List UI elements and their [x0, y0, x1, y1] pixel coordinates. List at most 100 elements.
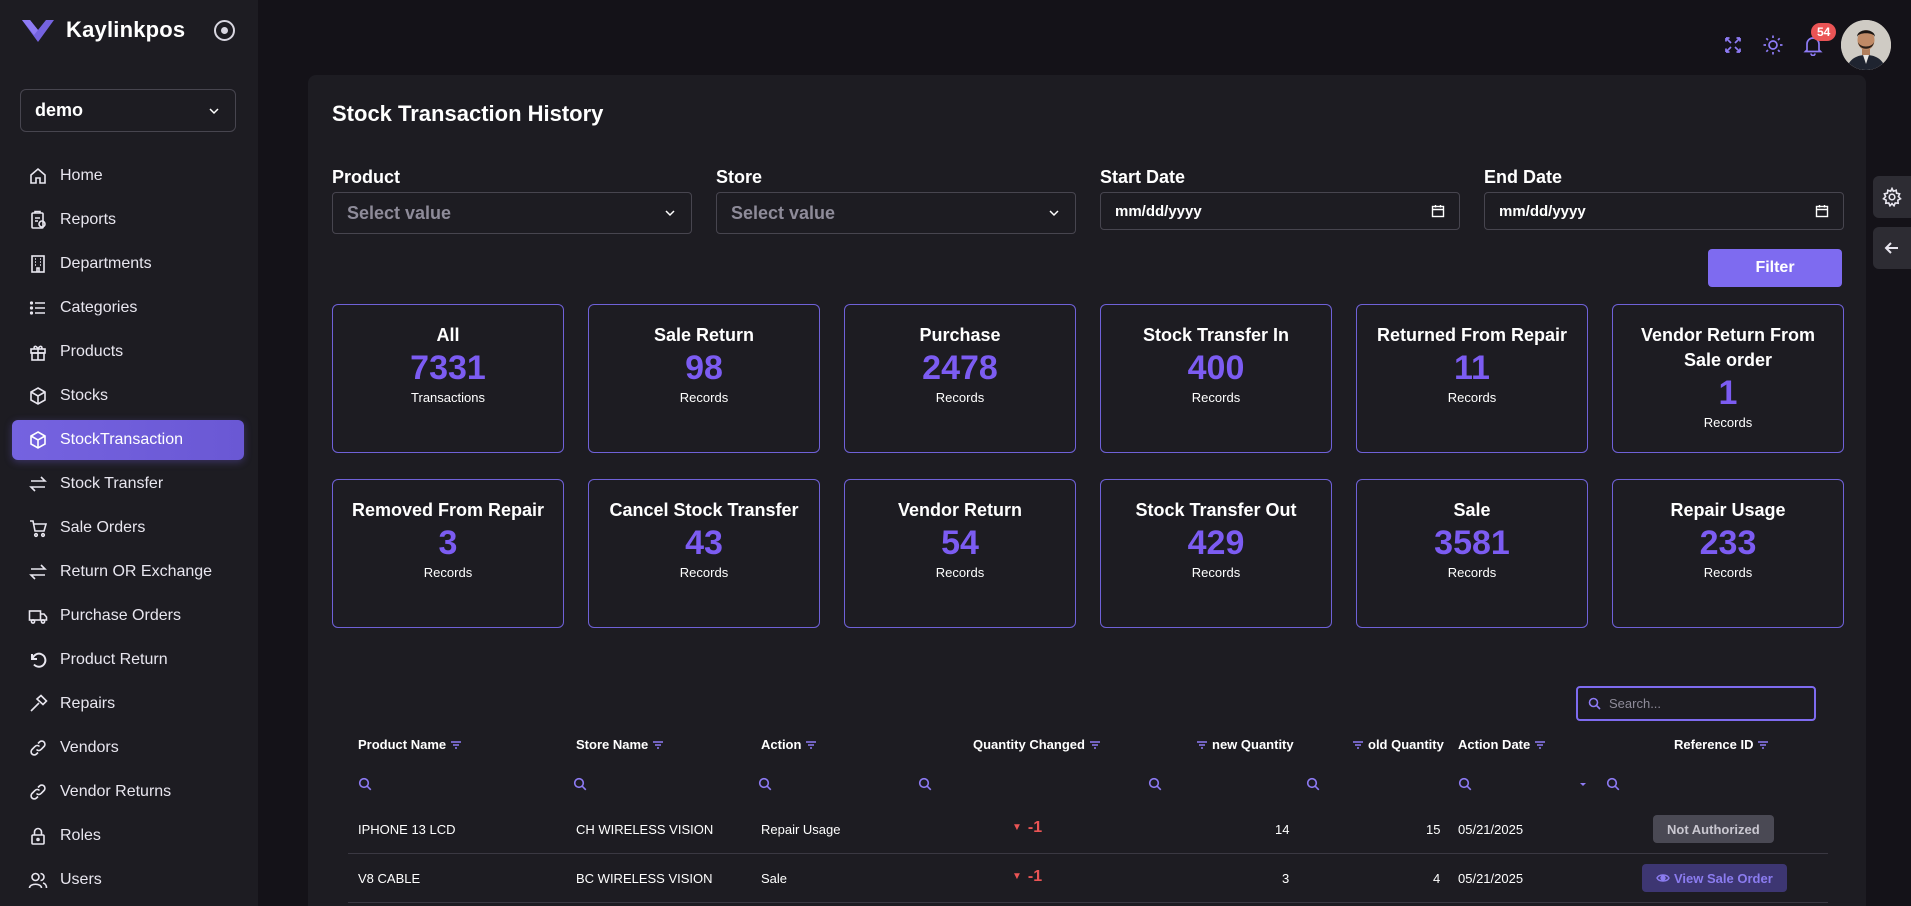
filter-button[interactable]: Filter — [1708, 249, 1842, 287]
collapse-panel-button[interactable] — [1873, 227, 1911, 269]
notification-badge: 54 — [1811, 23, 1837, 41]
filter-icon[interactable] — [1089, 740, 1101, 750]
stat-card-repair-usage[interactable]: Repair Usage 233 Records — [1612, 479, 1844, 628]
table-search[interactable] — [1576, 686, 1816, 721]
filter-icon[interactable] — [1352, 740, 1364, 750]
column-label: Reference ID — [1674, 737, 1754, 752]
stat-value: 429 — [1187, 524, 1245, 562]
sidebar-item-product-return[interactable]: Product Return — [12, 640, 244, 680]
start-date-input[interactable]: mm/dd/yyyy — [1100, 192, 1460, 230]
column-header-store-name[interactable]: Store Name — [576, 737, 668, 752]
stat-card-cancel-stock-transfer[interactable]: Cancel Stock Transfer 43 Records — [588, 479, 820, 628]
stat-card-returned-from-repair[interactable]: Returned From Repair 11 Records — [1356, 304, 1588, 453]
sidebar-item-vendors[interactable]: Vendors — [12, 728, 244, 768]
sidebar-toggle-icon[interactable] — [214, 20, 235, 41]
user-avatar[interactable] — [1841, 20, 1891, 70]
filter-icon[interactable] — [1757, 740, 1769, 750]
categories-icon — [29, 301, 45, 315]
topbar-actions: 54 — [1705, 18, 1891, 72]
org-select[interactable]: demo — [20, 89, 236, 132]
transactions-table: Product Name Store Name Action Quantity … — [348, 725, 1828, 903]
column-header-quantity-changed[interactable]: Quantity Changed — [973, 737, 1105, 752]
sidebar-item-reports[interactable]: Reports — [12, 200, 244, 240]
calendar-icon[interactable] — [1815, 204, 1829, 218]
end-date-placeholder: mm/dd/yyyy — [1499, 202, 1586, 220]
sidebar-item-label: Product Return — [60, 651, 168, 668]
product-select[interactable]: Select value — [332, 192, 692, 234]
stat-card-sale-return[interactable]: Sale Return 98 Records — [588, 304, 820, 453]
column-header-new-quantity[interactable]: new Quantity — [1192, 737, 1294, 752]
column-search-icon[interactable] — [1606, 777, 1620, 791]
sidebar-item-roles[interactable]: Roles — [12, 816, 244, 856]
caret-down-icon[interactable] — [1578, 777, 1588, 791]
fullscreen-icon[interactable] — [1721, 33, 1745, 57]
column-search-icon[interactable] — [573, 777, 587, 791]
column-search-icon[interactable] — [758, 777, 772, 791]
stat-value: 3 — [438, 524, 458, 562]
sidebar-item-categories[interactable]: Categories — [12, 288, 244, 328]
table-row[interactable]: V8 CABLE BC WIRELESS VISION Sale ▼ -1 3 4… — [348, 854, 1828, 903]
stat-card-all[interactable]: All 7331 Transactions — [332, 304, 564, 453]
sidebar-item-return-or-exchange[interactable]: Return OR Exchange — [12, 552, 244, 592]
stat-unit: Records — [1703, 565, 1753, 580]
view-sale-order-button[interactable]: View Sale Order — [1642, 864, 1787, 892]
column-search-icon[interactable] — [1306, 777, 1320, 791]
departments-icon — [31, 255, 45, 273]
sidebar-item-label: Roles — [60, 827, 101, 844]
column-search-icon[interactable] — [918, 777, 932, 791]
stat-card-sale[interactable]: Sale 3581 Records — [1356, 479, 1588, 628]
filter-icon[interactable] — [1534, 740, 1546, 750]
sidebar-item-label: Home — [60, 167, 103, 184]
sidebar-item-stocks[interactable]: Stocks — [12, 376, 244, 416]
sidebar-item-departments[interactable]: Departments — [12, 244, 244, 284]
table-row[interactable]: IPHONE 13 LCD CH WIRELESS VISION Repair … — [348, 805, 1828, 854]
stat-card-vendor-return[interactable]: Vendor Return 54 Records — [844, 479, 1076, 628]
settings-gear-button[interactable] — [1873, 176, 1911, 218]
theme-sun-icon[interactable] — [1761, 33, 1785, 57]
column-header-product-name[interactable]: Product Name — [358, 737, 466, 752]
link-icon — [30, 740, 46, 756]
sidebar-item-label: Vendors — [60, 739, 119, 756]
filter-icon[interactable] — [805, 740, 817, 750]
sidebar-item-label: Categories — [60, 299, 138, 316]
eye-icon — [1656, 874, 1670, 882]
filter-icon[interactable] — [450, 740, 462, 750]
stat-unit: Records — [1191, 565, 1241, 580]
stat-unit: Records — [679, 390, 729, 405]
sidebar-item-products[interactable]: Products — [12, 332, 244, 372]
org-select-value: demo — [35, 100, 84, 120]
sidebar-item-home[interactable]: Home — [12, 156, 244, 196]
sidebar-item-stocktransaction[interactable]: StockTransaction — [12, 420, 244, 460]
stat-card-removed-from-repair[interactable]: Removed From Repair 3 Records — [332, 479, 564, 628]
stat-card-stock-transfer-in[interactable]: Stock Transfer In 400 Records — [1100, 304, 1332, 453]
filter-icon[interactable] — [652, 740, 664, 750]
column-search-icon[interactable] — [1458, 777, 1472, 791]
sidebar-item-users[interactable]: Users — [12, 860, 244, 900]
stat-value: 54 — [941, 524, 979, 562]
stat-card-stock-transfer-out[interactable]: Stock Transfer Out 429 Records — [1100, 479, 1332, 628]
sidebar-item-purchase-orders[interactable]: Purchase Orders — [12, 596, 244, 636]
sidebar-item-repairs[interactable]: Repairs — [12, 684, 244, 724]
stat-title: Stock Transfer Out — [1135, 500, 1297, 520]
column-search-icon[interactable] — [358, 777, 372, 791]
calendar-icon[interactable] — [1431, 204, 1445, 218]
stat-card-vendor-return-from-sale-order[interactable]: Vendor Return From Sale order 1 Records — [1612, 304, 1844, 453]
search-input[interactable] — [1609, 696, 1804, 711]
column-label: Store Name — [576, 737, 649, 752]
column-header-old-quantity[interactable]: old Quantity — [1348, 737, 1444, 752]
stat-card-purchase[interactable]: Purchase 2478 Records — [844, 304, 1076, 453]
store-select[interactable]: Select value — [716, 192, 1076, 234]
sidebar-item-vendor-returns[interactable]: Vendor Returns — [12, 772, 244, 812]
column-search-icon[interactable] — [1148, 777, 1162, 791]
stat-unit: Records — [935, 565, 985, 580]
column-header-action-date[interactable]: Action Date — [1458, 737, 1550, 752]
sidebar-item-sale-orders[interactable]: Sale Orders — [12, 508, 244, 548]
end-date-input[interactable]: mm/dd/yyyy — [1484, 192, 1844, 230]
filter-icon[interactable] — [1196, 740, 1208, 750]
brand[interactable]: Kaylinkpos — [20, 14, 185, 46]
chevron-down-icon — [665, 210, 675, 217]
column-header-action[interactable]: Action — [761, 737, 821, 752]
sidebar-item-stock-transfer[interactable]: Stock Transfer — [12, 464, 244, 504]
notifications-bell-icon[interactable]: 54 — [1801, 23, 1837, 57]
column-header-reference-id[interactable]: Reference ID — [1674, 737, 1773, 752]
